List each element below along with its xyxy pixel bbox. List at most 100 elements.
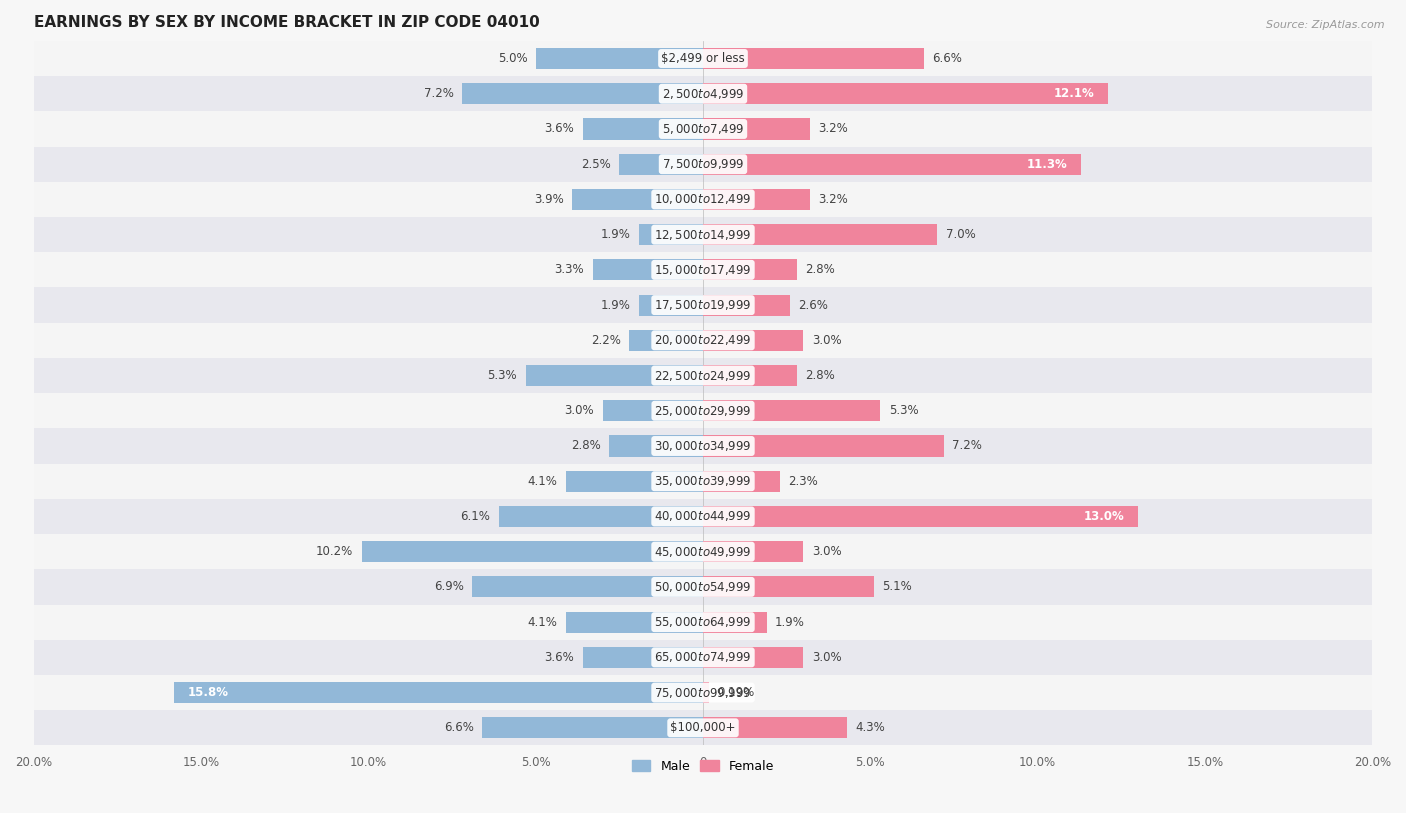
Text: 2.6%: 2.6% [799,298,828,311]
Bar [640,224,703,246]
Text: $40,000 to $44,999: $40,000 to $44,999 [654,510,752,524]
Text: 5.1%: 5.1% [882,580,912,593]
Bar [34,146,1372,182]
Text: $10,000 to $12,499: $10,000 to $12,499 [654,193,752,207]
Bar [34,534,1372,569]
Bar [34,569,1372,605]
Bar [536,48,703,69]
Bar [472,576,703,598]
Text: 2.8%: 2.8% [806,369,835,382]
Bar [34,428,1372,463]
Bar [703,224,938,246]
Bar [703,365,797,386]
Bar [703,294,790,315]
Text: $65,000 to $74,999: $65,000 to $74,999 [654,650,752,664]
Text: 5.0%: 5.0% [498,52,527,65]
Bar [592,259,703,280]
Text: $25,000 to $29,999: $25,000 to $29,999 [654,404,752,418]
Text: $75,000 to $99,999: $75,000 to $99,999 [654,685,752,700]
Text: 3.0%: 3.0% [811,651,841,664]
Bar [703,717,846,738]
Bar [34,675,1372,711]
Text: 15.8%: 15.8% [187,686,229,699]
Bar [34,323,1372,358]
Bar [174,682,703,703]
Bar [703,330,803,351]
Text: $22,500 to $24,999: $22,500 to $24,999 [654,368,752,383]
Bar [34,393,1372,428]
Bar [572,189,703,210]
Text: 2.8%: 2.8% [571,440,600,453]
Bar [499,506,703,527]
Text: 3.0%: 3.0% [811,334,841,347]
Text: $35,000 to $39,999: $35,000 to $39,999 [654,474,752,489]
Text: Source: ZipAtlas.com: Source: ZipAtlas.com [1267,20,1385,30]
Bar [482,717,703,738]
Text: 7.2%: 7.2% [423,87,454,100]
Text: 1.9%: 1.9% [602,228,631,241]
Bar [34,111,1372,146]
Bar [34,182,1372,217]
Text: 5.3%: 5.3% [488,369,517,382]
Bar [703,471,780,492]
Bar [703,189,810,210]
Bar [640,294,703,315]
Text: 2.2%: 2.2% [591,334,621,347]
Bar [34,463,1372,499]
Bar [703,506,1137,527]
Bar [34,640,1372,675]
Text: $2,500 to $4,999: $2,500 to $4,999 [662,87,744,101]
Bar [703,541,803,563]
Text: 4.1%: 4.1% [527,615,557,628]
Bar [703,576,873,598]
Text: 6.1%: 6.1% [461,510,491,523]
Bar [34,41,1372,76]
Bar [703,436,943,457]
Bar [703,611,766,633]
Bar [463,83,703,104]
Text: $7,500 to $9,999: $7,500 to $9,999 [662,157,744,172]
Text: $100,000+: $100,000+ [671,721,735,734]
Text: $5,000 to $7,499: $5,000 to $7,499 [662,122,744,136]
Legend: Male, Female: Male, Female [627,755,779,778]
Bar [703,119,810,140]
Text: $15,000 to $17,499: $15,000 to $17,499 [654,263,752,277]
Text: 3.6%: 3.6% [544,123,574,136]
Bar [565,471,703,492]
Text: 2.3%: 2.3% [789,475,818,488]
Bar [34,252,1372,288]
Text: 6.9%: 6.9% [434,580,464,593]
Text: 7.2%: 7.2% [952,440,983,453]
Bar [34,711,1372,746]
Bar [603,400,703,421]
Text: 4.1%: 4.1% [527,475,557,488]
Text: 5.3%: 5.3% [889,404,918,417]
Bar [565,611,703,633]
Text: 1.9%: 1.9% [602,298,631,311]
Text: $12,500 to $14,999: $12,500 to $14,999 [654,228,752,241]
Text: 2.8%: 2.8% [806,263,835,276]
Text: 4.3%: 4.3% [855,721,884,734]
Bar [609,436,703,457]
Bar [630,330,703,351]
Bar [703,400,880,421]
Text: 3.0%: 3.0% [811,546,841,559]
Text: 6.6%: 6.6% [932,52,962,65]
Text: 6.6%: 6.6% [444,721,474,734]
Bar [34,76,1372,111]
Text: 10.2%: 10.2% [316,546,353,559]
Text: 3.6%: 3.6% [544,651,574,664]
Bar [34,288,1372,323]
Text: $30,000 to $34,999: $30,000 to $34,999 [654,439,752,453]
Bar [582,647,703,668]
Bar [703,83,1108,104]
Text: 3.2%: 3.2% [818,193,848,206]
Bar [526,365,703,386]
Text: 3.9%: 3.9% [534,193,564,206]
Text: 13.0%: 13.0% [1084,510,1125,523]
Text: $50,000 to $54,999: $50,000 to $54,999 [654,580,752,594]
Bar [34,499,1372,534]
Text: 1.9%: 1.9% [775,615,804,628]
Text: 2.5%: 2.5% [581,158,612,171]
Bar [582,119,703,140]
